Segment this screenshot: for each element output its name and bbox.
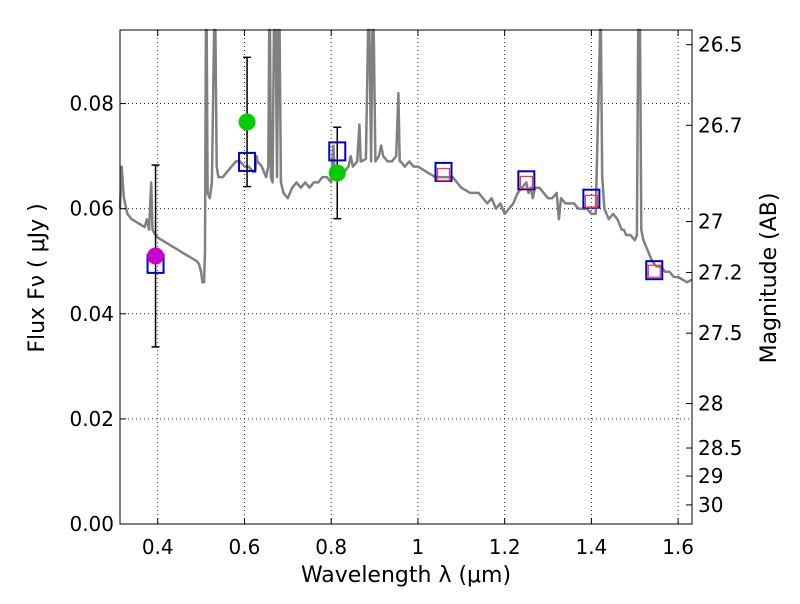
y2-axis-label: Magnitude (AB) bbox=[757, 193, 782, 364]
y-tick-label: 0.02 bbox=[69, 407, 114, 431]
x-tick-label: 1 bbox=[412, 535, 425, 559]
y-axis-label: Flux Fν ( μJy ) bbox=[25, 203, 50, 352]
observed-point-marker bbox=[519, 175, 533, 190]
y2-tick-label: 27.2 bbox=[698, 260, 743, 284]
observed-point-marker bbox=[584, 194, 598, 208]
observed-point-marker bbox=[436, 167, 451, 182]
x-tick-label: 0.8 bbox=[315, 535, 347, 559]
y2-tick-label: 27 bbox=[698, 210, 723, 234]
y2-tick-label: 27.5 bbox=[698, 321, 743, 345]
x-tick-label: 1.2 bbox=[489, 535, 521, 559]
plot-frame bbox=[119, 29, 693, 525]
y2-tick-label: 28.5 bbox=[698, 436, 743, 460]
observed-point-marker bbox=[238, 113, 256, 131]
model-band-marker bbox=[645, 260, 664, 281]
model-band-marker bbox=[517, 170, 536, 191]
observed-point-marker bbox=[328, 164, 346, 182]
model-band-marker bbox=[238, 151, 257, 172]
y-tick-label: 0.00 bbox=[69, 512, 114, 536]
observed-point-marker bbox=[647, 264, 661, 278]
photometry-layer bbox=[146, 56, 664, 348]
y2-tick-label: 28 bbox=[698, 392, 723, 416]
y2-tick-label: 29 bbox=[698, 464, 723, 488]
x-tick-label: 0.4 bbox=[142, 535, 174, 559]
y2-tick-label: 26.5 bbox=[698, 33, 743, 57]
observed-point-marker bbox=[147, 247, 165, 265]
x-tick-label: 0.6 bbox=[229, 535, 261, 559]
sed-model-layer bbox=[118, 28, 693, 284]
model-band-marker bbox=[328, 141, 347, 162]
y2-tick-label: 26.7 bbox=[698, 113, 743, 137]
y-tick-label: 0.04 bbox=[69, 302, 114, 326]
sed-model-line bbox=[118, 28, 693, 284]
y2-tick-label: 30 bbox=[698, 493, 723, 517]
x-tick-label: 1.4 bbox=[575, 535, 607, 559]
x-axis-label: Wavelength λ (μm) bbox=[301, 563, 511, 588]
x-tick-label: 1.6 bbox=[662, 535, 694, 559]
y-tick-label: 0.08 bbox=[69, 92, 114, 116]
axis-ticks: 0.4 0.6 0.8 1 1.2 1.4 1.6 0.00 0.02 0.04 0.06 0.08 2… bbox=[69, 30, 743, 559]
y-tick-label: 0.06 bbox=[69, 197, 114, 221]
